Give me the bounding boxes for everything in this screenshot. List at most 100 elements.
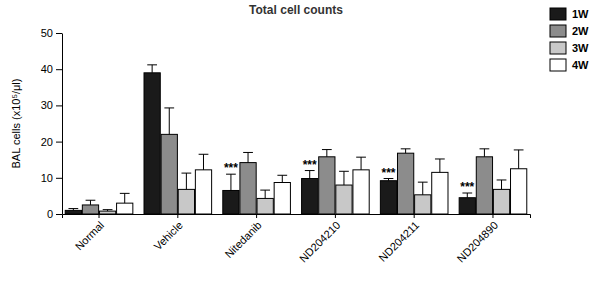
error-bar [147, 65, 157, 73]
legend-label: 2W [572, 25, 589, 37]
bar [99, 211, 115, 214]
x-tick-label: ND204890 [454, 219, 500, 265]
error-cap [181, 173, 191, 174]
y-tick: 0 [47, 208, 62, 220]
y-tick: 20 [41, 136, 62, 148]
error-bar [514, 150, 524, 169]
legend: 1W 2W 3W 4W [550, 8, 589, 71]
error-stem [186, 173, 187, 189]
error-stem [265, 190, 266, 198]
error-cap [120, 193, 130, 194]
y-tick: 50 [41, 27, 62, 39]
y-tick-mark [56, 105, 62, 106]
bar [82, 205, 98, 214]
error-bar [260, 190, 270, 198]
error-cap [514, 149, 524, 150]
x-tick-label: ND204210 [297, 219, 343, 265]
bar [511, 169, 527, 214]
x-tick: Normal [73, 214, 107, 252]
error-bar [68, 209, 78, 211]
bar [195, 170, 211, 214]
y-tick: 30 [41, 99, 62, 111]
legend-item: 2W [550, 25, 589, 37]
error-stem [484, 149, 485, 157]
error-stem [152, 65, 153, 73]
legend-label: 1W [572, 8, 589, 20]
error-cap [435, 158, 445, 159]
bar [274, 183, 290, 214]
x-tick: ND204211 [376, 214, 421, 264]
bar [302, 179, 318, 214]
x-tick: Nitedanib [222, 214, 263, 260]
error-cap [68, 208, 78, 209]
y-axis-line [62, 34, 63, 215]
legend-swatch [550, 25, 566, 37]
error-cap [339, 171, 349, 172]
error-cap [322, 149, 332, 150]
bar [432, 172, 448, 214]
legend-item: 3W [550, 42, 589, 54]
y-axis-title: BAL cells (x10⁵/μl) [10, 79, 22, 169]
bar [223, 190, 239, 214]
y-tick-mark [56, 69, 62, 70]
y-tick: 40 [41, 63, 62, 75]
annotation: *** [224, 161, 238, 175]
bar [380, 181, 396, 214]
error-cap [103, 209, 113, 210]
legend-label: 3W [572, 42, 589, 54]
bar [493, 189, 509, 214]
legend-swatch [550, 59, 566, 71]
error-stem [169, 108, 170, 134]
error-bar [120, 193, 130, 203]
error-cap [164, 107, 174, 108]
bar [476, 157, 492, 214]
bar [178, 189, 194, 214]
error-stem [422, 182, 423, 195]
bar [336, 185, 352, 214]
error-cap [147, 64, 157, 65]
x-tick-mark [492, 214, 493, 218]
bar [65, 210, 81, 214]
x-tick-mark [335, 214, 336, 218]
error-cap [480, 148, 490, 149]
bar [144, 73, 160, 214]
error-cap [86, 200, 96, 201]
legend-label: 4W [572, 59, 589, 71]
x-tick-mark [256, 214, 257, 218]
bar [117, 203, 133, 214]
x-tick: ND204890 [454, 214, 500, 265]
legend-swatch [550, 8, 566, 20]
error-bar [199, 154, 209, 170]
bar [459, 198, 475, 214]
x-tick-label: ND204211 [376, 219, 421, 264]
y-tick: 10 [41, 172, 62, 184]
error-stem [230, 174, 231, 190]
legend-item: 4W [550, 59, 589, 71]
y-tick-mark [56, 142, 62, 143]
error-bar [277, 175, 287, 182]
error-stem [326, 150, 327, 157]
error-cap [497, 179, 507, 180]
x-tick-mark [177, 214, 178, 218]
x-tick-mark [99, 214, 100, 218]
bar [161, 134, 177, 214]
error-bar [226, 174, 236, 190]
y-axis: 0 10 20 30 40 50 [41, 27, 63, 220]
legend-item: 1W [550, 8, 589, 20]
x-axis-line [63, 215, 531, 219]
bars [65, 65, 527, 214]
error-cap [260, 190, 270, 191]
title: Total cell counts [249, 3, 343, 17]
error-cap [277, 175, 287, 176]
y-tick-mark [56, 178, 62, 179]
error-bar [86, 200, 96, 205]
error-cap [243, 152, 253, 153]
annotation: *** [381, 166, 395, 180]
error-bar [356, 157, 366, 170]
bar [397, 153, 413, 214]
error-bar [435, 159, 445, 172]
error-cap [199, 154, 209, 155]
y-tick-label: 20 [41, 136, 53, 148]
x-tick-label: Normal [73, 219, 107, 253]
annotation: *** [460, 180, 474, 194]
